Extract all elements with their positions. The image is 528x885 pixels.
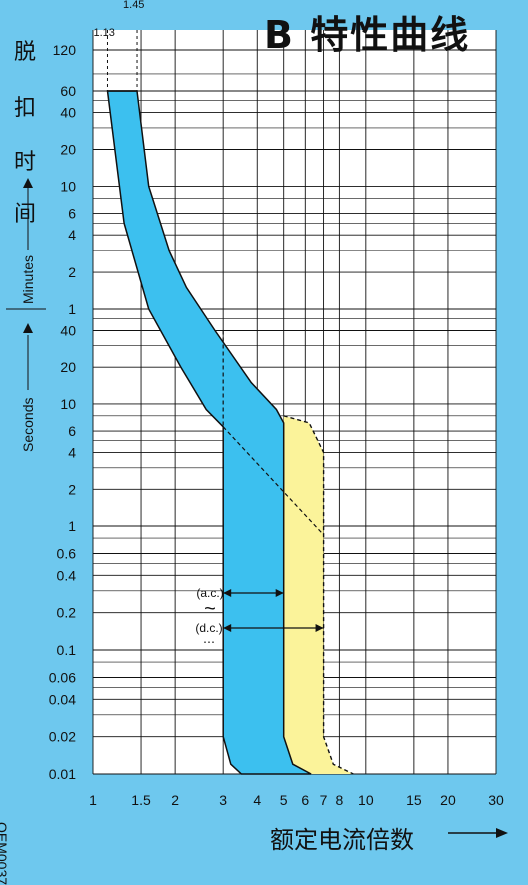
band-ac (106, 90, 312, 775)
y-tick-label: 120 (53, 42, 77, 58)
curve-dc-right (283, 415, 354, 775)
x-tick-label: 3 (219, 792, 227, 808)
y-tick-label: 0.4 (57, 567, 77, 583)
range-arrow-ac-head-right (275, 589, 284, 597)
marker-label-1: 1.13 (93, 27, 114, 39)
figure-code: OEM0037 (0, 822, 10, 885)
y-label-char-1: 脱 (14, 40, 37, 65)
y-tick-label: 0.02 (49, 729, 76, 745)
y-arrow-seconds-head (23, 323, 33, 333)
range-arrow-dc-head-left (223, 624, 232, 632)
y-tick-label: 10 (60, 178, 76, 194)
x-tick-label: 6 (301, 792, 309, 808)
y-tick-label: 2 (68, 481, 76, 497)
x-axis-label: 额定电流倍数 (270, 826, 414, 854)
y-tick-label: 20 (60, 141, 76, 157)
x-tick-label: 4 (253, 792, 261, 808)
x-tick-label: 5 (280, 792, 288, 808)
x-tick-label: 7 (320, 792, 328, 808)
y-tick-label: 1 (68, 301, 76, 317)
annotation-ac-symbol: ~ (204, 598, 216, 620)
marker-label-2: 1.45 (123, 0, 144, 11)
range-arrow-ac-head-left (223, 589, 232, 597)
y-tick-label: 0.04 (49, 691, 76, 707)
y-label-char-4: 间 (14, 202, 37, 227)
x-axis-arrow-head (496, 828, 508, 838)
x-tick-label: 20 (440, 792, 456, 808)
annotation-dc-symbol: ⋯ (203, 635, 215, 649)
y-label-char-3: 时 (14, 150, 37, 175)
y-tick-label: 40 (60, 105, 76, 121)
annotation-ac: (a.c.) (196, 586, 223, 600)
band-dc (283, 415, 354, 774)
page: 1.13 1.45 (a.c.) ~ (d.c.) ⋯ 120 60 40 20 10 6 4 2 1 40 2… (0, 0, 508, 885)
y-tick-label: 1 (68, 518, 76, 534)
x-tick-label: 1 (89, 792, 97, 808)
y-tick-label: 0.6 (57, 546, 77, 562)
x-tick-label: 10 (358, 792, 374, 808)
y-label-char-2: 扣 (14, 96, 37, 121)
y-tick-label: 60 (60, 83, 76, 99)
y-tick-label: 2 (68, 264, 76, 280)
y-arrow-minutes-head (23, 178, 33, 188)
y-tick-label: 0.01 (49, 766, 76, 782)
y-tick-label: 4 (68, 445, 76, 461)
y-label-minutes: Minutes (20, 254, 36, 304)
y-tick-label: 10 (60, 396, 76, 412)
x-tick-label: 30 (488, 792, 504, 808)
y-tick-label: 0.1 (57, 642, 77, 658)
chart-svg: 1.131.45(a.c.)~(d.c.)⋯120604020106421402… (6, 0, 508, 838)
y-tick-label: 0.06 (49, 670, 76, 686)
y-tick-label: 20 (60, 359, 76, 375)
annotation-dc: (d.c.) (195, 621, 222, 635)
y-tick-label: 40 (60, 322, 76, 338)
chart-title: B 特性曲线 (264, 13, 471, 57)
dashed-guide (222, 426, 325, 536)
x-tick-label: 8 (335, 792, 343, 808)
y-tick-label: 4 (68, 227, 76, 243)
x-tick-label: 1.5 (131, 792, 151, 808)
range-arrow-dc-head-right (315, 624, 324, 632)
x-tick-label: 15 (406, 792, 422, 808)
y-tick-label: 6 (68, 423, 76, 439)
y-label-seconds: Seconds (20, 397, 36, 452)
y-tick-label: 0.2 (57, 605, 77, 621)
y-tick-label: 6 (68, 206, 76, 222)
x-tick-label: 2 (171, 792, 179, 808)
